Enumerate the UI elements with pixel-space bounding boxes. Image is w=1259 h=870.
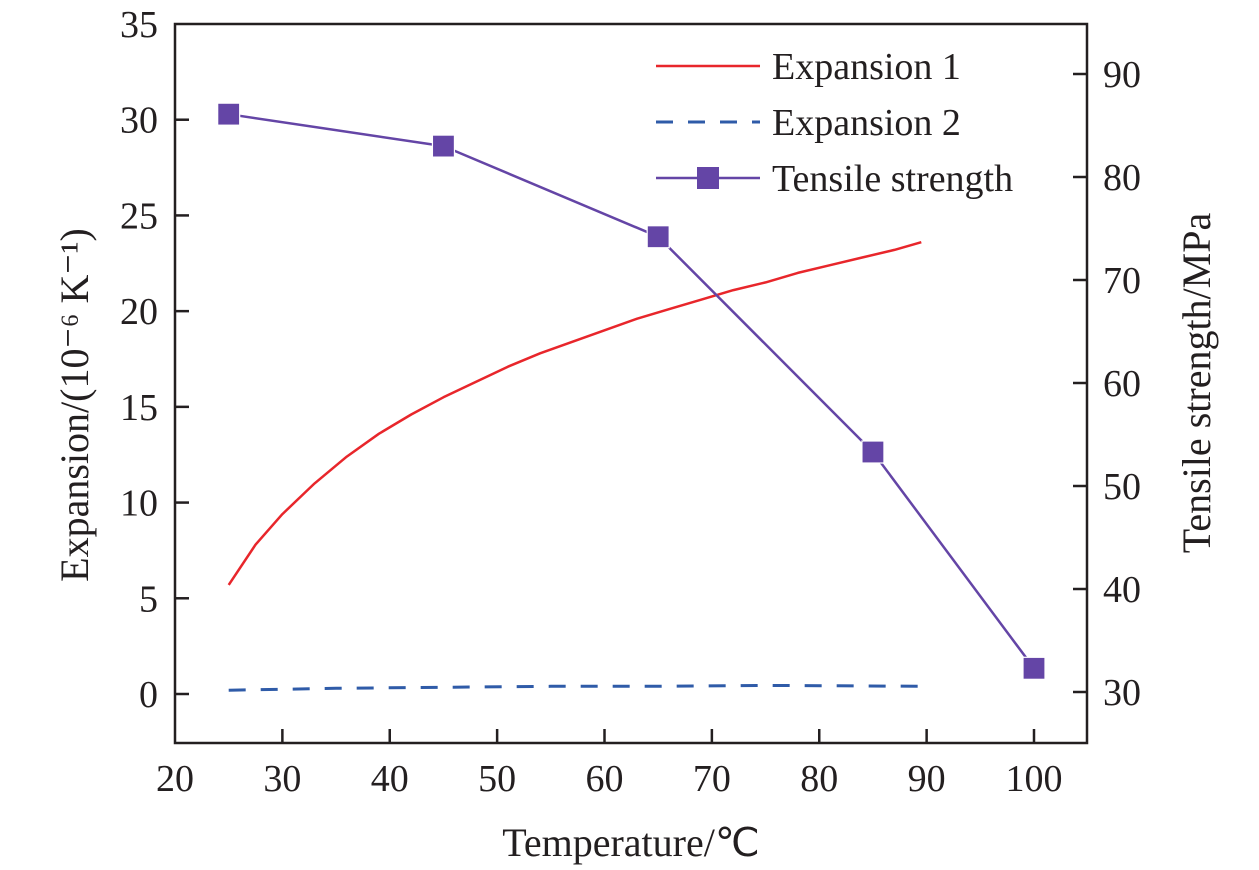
y-tick-label-left: 10 <box>120 483 158 525</box>
y-tick-label-right: 90 <box>1103 54 1141 96</box>
x-tick-label: 60 <box>586 758 624 800</box>
x-tick-label: 70 <box>693 758 731 800</box>
x-tick-label: 50 <box>478 758 516 800</box>
y-axis-title-left: Expansion/(10⁻⁶ K⁻¹) <box>52 228 97 582</box>
y-tick-label-left: 25 <box>120 195 158 237</box>
x-tick-label: 20 <box>156 758 194 800</box>
y-tick-label-left: 5 <box>139 578 158 620</box>
ticks-layer: 20 30 40 50 60 70 80 90 100 0 5 10 15 20 25 30 35 30 40 50 6… <box>120 4 1141 800</box>
series-line-expansion-2 <box>228 683 922 692</box>
legend-marker-tensile-strength <box>697 167 719 189</box>
data-point-tensile-strength <box>1022 656 1046 680</box>
legend: Expansion 1 Expansion 2 Tensile strength <box>656 46 1013 200</box>
x-tick-label: 80 <box>800 758 838 800</box>
x-tick-label: 90 <box>908 758 946 800</box>
y-tick-label-left: 0 <box>139 674 158 716</box>
y-tick-label-right: 80 <box>1103 157 1141 199</box>
x-tick-label: 30 <box>263 758 301 800</box>
x-tick-label: 40 <box>371 758 409 800</box>
legend-label-expansion-1: Expansion 1 <box>772 46 961 88</box>
y-axis-title-right: Tensile strength/MPa <box>1174 213 1219 554</box>
x-tick-label: 100 <box>1006 758 1063 800</box>
y-tick-label-right: 60 <box>1103 363 1141 405</box>
data-point-tensile-strength <box>861 440 885 464</box>
legend-label-tensile-strength: Tensile strength <box>772 158 1013 200</box>
legend-label-expansion-2: Expansion 2 <box>772 102 961 144</box>
data-point-tensile-strength <box>646 225 670 249</box>
series-line-expansion-1 <box>227 240 922 586</box>
y-tick-label-right: 30 <box>1103 672 1141 714</box>
y-tick-label-left: 30 <box>120 100 158 142</box>
y-tick-label-right: 40 <box>1103 569 1141 611</box>
y-tick-label-left: 20 <box>120 291 158 333</box>
y-tick-label-right: 70 <box>1103 260 1141 302</box>
data-point-tensile-strength <box>431 134 456 158</box>
series-layer <box>217 102 1046 692</box>
x-axis-title: Temperature/℃ <box>502 820 760 865</box>
y-tick-label-left: 35 <box>120 4 158 46</box>
data-point-tensile-strength <box>217 102 241 126</box>
y-tick-label-right: 50 <box>1103 466 1141 508</box>
y-tick-label-left: 15 <box>120 387 158 429</box>
